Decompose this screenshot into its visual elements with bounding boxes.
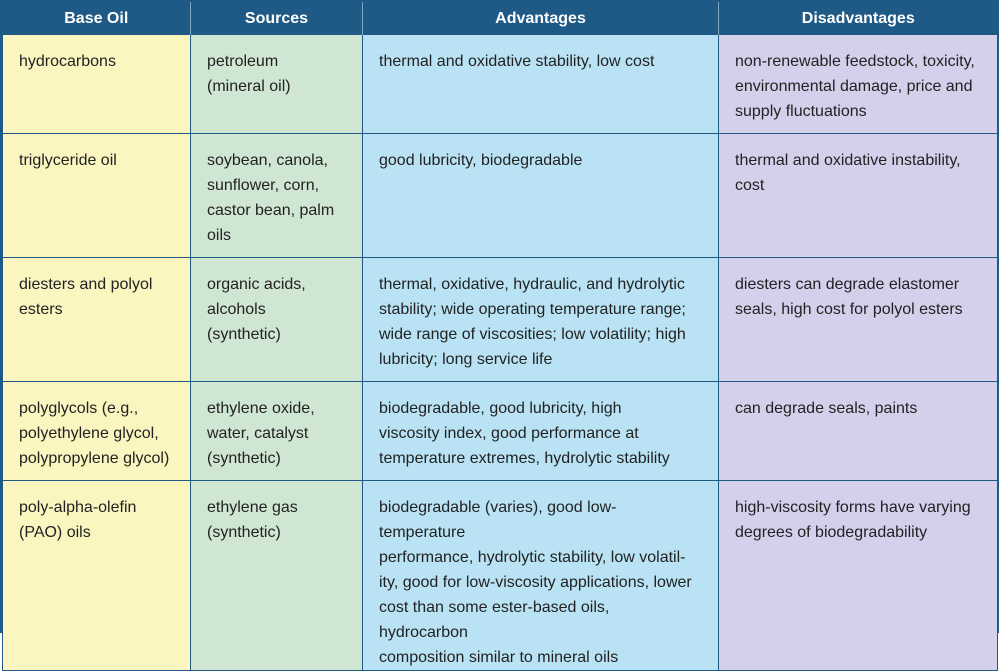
cell-base-oil: hydrocarbons	[2, 34, 191, 134]
table-row: hydrocarbons petroleum (mineral oil) ther…	[2, 34, 998, 134]
cell-advantages: biodegradable (varies), good low-tempera…	[362, 480, 719, 671]
table-row: polyglycols (e.g., polyethylene glycol, po…	[2, 381, 998, 481]
table-row: triglyceride oil soybean, canola, sunflow…	[2, 133, 998, 258]
cell-sources: soybean, canola, sunflower, corn, castor b…	[190, 133, 363, 258]
header-sources: Sources	[190, 2, 363, 35]
cell-advantages: thermal and oxidative stability, low cos…	[362, 34, 719, 134]
cell-disadvantages: diesters can degrade elastomer seals, hig…	[718, 257, 998, 382]
header-disadvantages: Disadvantages	[718, 2, 998, 35]
table-row: diesters and polyol esters organic acids,…	[2, 257, 998, 382]
cell-base-oil: poly-alpha-olefin (PAO) oils	[2, 480, 191, 671]
header-row: Base Oil Sources Advantages Disadvantage…	[2, 2, 998, 35]
cell-advantages: biodegradable, good lubricity, high visco…	[362, 381, 719, 481]
cell-sources: petroleum (mineral oil)	[190, 34, 363, 134]
cell-sources: ethylene gas (synthetic)	[190, 480, 363, 671]
cell-disadvantages: non-renewable feedstock, toxicity, enviro…	[718, 34, 998, 134]
header-advantages: Advantages	[362, 2, 719, 35]
header-base-oil: Base Oil	[2, 2, 191, 35]
table-row: poly-alpha-olefin (PAO) oils ethylene gas…	[2, 480, 998, 671]
cell-disadvantages: can degrade seals, paints	[718, 381, 998, 481]
cell-disadvantages: thermal and oxidative instability, cost	[718, 133, 998, 258]
cell-base-oil: diesters and polyol esters	[2, 257, 191, 382]
cell-advantages: good lubricity, biodegradable	[362, 133, 719, 258]
cell-advantages: thermal, oxidative, hydraulic, and hydro…	[362, 257, 719, 382]
cell-base-oil: triglyceride oil	[2, 133, 191, 258]
cell-sources: ethylene oxide, water, catalyst (synthetic…	[190, 381, 363, 481]
cell-base-oil: polyglycols (e.g., polyethylene glycol, po…	[2, 381, 191, 481]
cell-sources: organic acids, alcohols (synthetic)	[190, 257, 363, 382]
cell-disadvantages: high-viscosity forms have varying degrees…	[718, 480, 998, 671]
